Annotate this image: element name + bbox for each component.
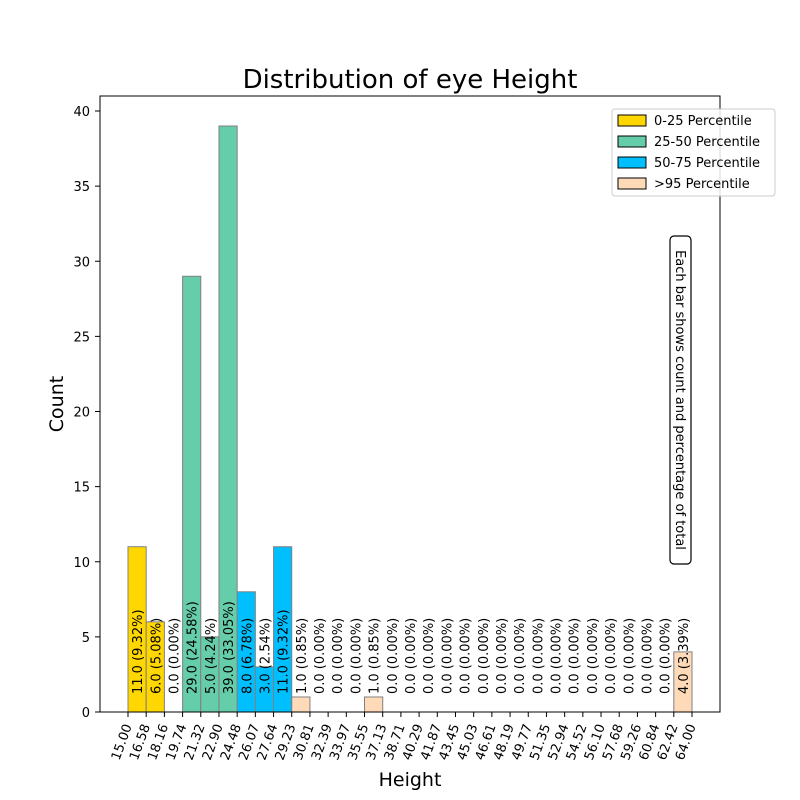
y-tick-label: 25 <box>73 330 90 345</box>
bar-label-8: 11.0 (9.32%) <box>277 609 292 694</box>
bar-label-23: 0.0 (0.00%) <box>550 618 565 694</box>
legend-label: 50-75 Percentile <box>654 156 760 171</box>
bar-label-18: 0.0 (0.00%) <box>459 618 474 694</box>
legend-label: 25-50 Percentile <box>654 135 760 150</box>
y-tick-label: 10 <box>73 556 90 571</box>
plot-frame <box>99 95 721 713</box>
bar-label-21: 0.0 (0.00%) <box>513 618 528 694</box>
bar-9 <box>291 696 311 713</box>
bar-label-25: 0.0 (0.00%) <box>586 618 601 694</box>
annotation-box: Each bar shows count and percentage of t… <box>669 235 692 565</box>
bar-13 <box>364 696 384 713</box>
bar-label-24: 0.0 (0.00%) <box>568 618 583 694</box>
bar-label-9: 1.0 (0.85%) <box>295 618 310 694</box>
legend: 0-25 Percentile 25-50 Percentile 50-75 Per… <box>611 108 776 197</box>
y-tick-label: 30 <box>73 255 90 270</box>
bar-label-3: 29.0 (24.58%) <box>186 601 201 694</box>
legend-label: >95 Percentile <box>654 177 750 192</box>
y-tick-label: 5 <box>82 631 90 646</box>
bar-label-13: 1.0 (0.85%) <box>368 618 383 694</box>
bar-label-20: 0.0 (0.00%) <box>495 618 510 694</box>
x-axis: 15.0016.5818.1619.7421.3222.9024.4826.07… <box>109 712 700 762</box>
y-tick-label: 0 <box>82 706 90 721</box>
x-axis-title: Height <box>379 769 442 791</box>
bar-label-6: 8.0 (6.78%) <box>240 618 255 694</box>
y-tick-label: 20 <box>73 406 90 421</box>
chart-title: Distribution of eye Height <box>243 65 578 95</box>
bar-label-29: 0.0 (0.00%) <box>659 618 674 694</box>
legend-swatch <box>617 156 647 169</box>
bar-label-17: 0.0 (0.00%) <box>440 618 455 694</box>
bar-label-22: 0.0 (0.00%) <box>531 618 546 694</box>
annotation-text: Each bar shows count and percentage of t… <box>672 250 687 550</box>
legend-frame <box>611 108 776 197</box>
bar-label-7: 3.0 (2.54%) <box>258 618 273 694</box>
legend-label: 0-25 Percentile <box>654 114 752 129</box>
bar-labels-group: 11.0 (9.32%) 6.0 (5.08%) 0.0 (0.00%) 29.0 (… <box>131 601 692 694</box>
bar-label-12: 0.0 (0.00%) <box>349 618 364 694</box>
bar-label-10: 0.0 (0.00%) <box>313 618 328 694</box>
legend-swatch <box>617 135 647 148</box>
bar-label-16: 0.0 (0.00%) <box>422 618 437 694</box>
bar-label-5: 39.0 (33.05%) <box>222 601 237 694</box>
bar-label-4: 5.0 (4.24%) <box>204 618 219 694</box>
bar-label-15: 0.0 (0.00%) <box>404 618 419 694</box>
bar-label-2: 0.0 (0.00%) <box>167 618 182 694</box>
y-tick-label: 40 <box>73 105 90 120</box>
legend-swatch <box>617 114 647 127</box>
legend-swatch <box>617 177 647 190</box>
bars-group <box>127 125 693 713</box>
bar-label-0: 11.0 (9.32%) <box>131 609 146 694</box>
y-tick-label: 35 <box>73 180 90 195</box>
annotation-box-frame <box>669 235 692 565</box>
bar-label-27: 0.0 (0.00%) <box>622 618 637 694</box>
bar-label-11: 0.0 (0.00%) <box>331 618 346 694</box>
y-axis-title: Count <box>46 376 68 432</box>
bar-label-26: 0.0 (0.00%) <box>604 618 619 694</box>
bar-label-14: 0.0 (0.00%) <box>386 618 401 694</box>
bar-label-30: 4.0 (3.39%) <box>677 618 692 694</box>
y-tick-label: 15 <box>73 481 90 496</box>
y-axis: 0 5 10 15 20 25 30 35 40 <box>73 105 100 721</box>
bar-label-19: 0.0 (0.00%) <box>477 618 492 694</box>
bar-label-28: 0.0 (0.00%) <box>641 618 656 694</box>
bar-label-1: 6.0 (5.08%) <box>149 618 164 694</box>
